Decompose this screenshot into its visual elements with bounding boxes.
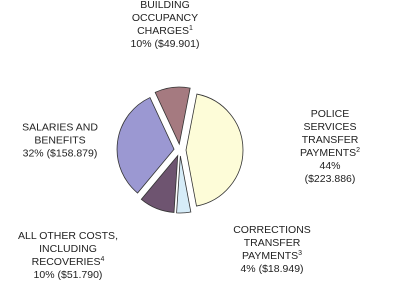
pie-slice: [185, 93, 244, 207]
amount-label: ($223.886): [304, 173, 356, 185]
percent-label: 4%: [240, 263, 256, 275]
slice-label: BUILDING OCCUPANCY CHARGES1 10% ($49.901…: [131, 0, 200, 51]
percent-label: 10%: [33, 269, 55, 281]
pie-slice: [154, 86, 191, 146]
category-name: BUILDING OCCUPANCY CHARGES: [131, 0, 199, 37]
category-name: SALARIES AND BENEFITS: [22, 121, 98, 147]
amount-label: ($18.949): [258, 263, 304, 275]
footnote-mark: 2: [356, 147, 361, 154]
footnote-mark: 3: [298, 250, 303, 257]
category-name: POLICE SERVICES TRANSFER PAYMENTS: [299, 108, 359, 159]
slice-label: POLICE SERVICES TRANSFER PAYMENTS2 44% (…: [295, 108, 365, 186]
pie-slice: [140, 154, 179, 213]
pie-slice: [116, 97, 175, 194]
percent-label: 44%: [319, 160, 341, 172]
slice-label: ALL OTHER COSTS, INCLUDING RECOVERIES4 1…: [18, 230, 118, 282]
amount-label: ($51.790): [57, 269, 103, 281]
footnote-mark: 4: [100, 256, 105, 263]
percent-label: 10%: [130, 38, 152, 50]
amount-label: ($49.901): [154, 38, 200, 50]
footnote-mark: 1: [189, 25, 193, 32]
category-name: CORRECTIONS TRANSFER PAYMENTS: [233, 224, 311, 262]
category-name: ALL OTHER COSTS, INCLUDING RECOVERIES: [18, 230, 118, 268]
slice-label: SALARIES AND BENEFITS 32% ($158.879): [22, 122, 98, 161]
percent-label: 32%: [22, 147, 44, 160]
pie-slice: [176, 155, 192, 214]
slice-label: CORRECTIONS TRANSFER PAYMENTS3 4% ($18.9…: [208, 224, 336, 276]
amount-label: ($158.879): [46, 147, 98, 160]
